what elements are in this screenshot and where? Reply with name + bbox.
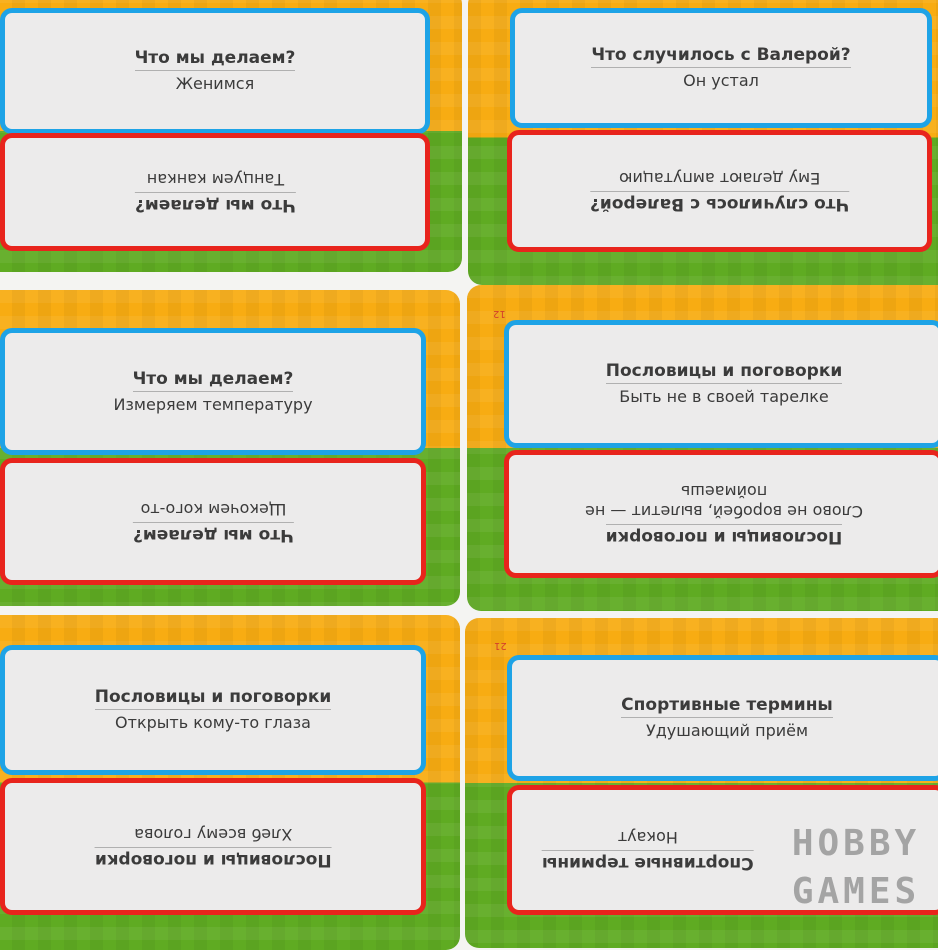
card-number: 12	[493, 308, 506, 319]
card-bottom-panel-upside-down: Что мы делаем? Танцуем канкан	[0, 133, 430, 251]
card-phrase: Нокаут	[617, 828, 678, 847]
card-category: Что мы делаем?	[132, 521, 294, 545]
card-category: Что мы делаем?	[134, 48, 296, 71]
card-bottom-panel-upside-down: Что мы делаем? Щекочем кого-то	[0, 458, 426, 585]
card-top-panel: Что мы делаем? Женимся	[0, 8, 430, 134]
card-top-panel: Пословицы и поговорки Открыть кому-то гла…	[0, 645, 426, 775]
card-phrase: Быть не в своей тарелке	[619, 387, 829, 406]
card-bottom-panel-upside-down: Что случилось с Валерой? Ему делают ампут…	[507, 130, 932, 252]
card-phrase: Танцуем канкан	[146, 170, 284, 189]
card-category: Спортивные термины	[621, 695, 833, 718]
card-phrase: Открыть кому-то глаза	[115, 713, 311, 732]
watermark-line2: GAMES	[791, 871, 921, 912]
card-category: Что случилось с Валерой?	[589, 191, 850, 214]
watermark-line1: HOBBY	[791, 823, 921, 864]
card-top-panel: Пословицы и поговорки Быть не в своей тар…	[504, 320, 938, 448]
card-bottom-panel-upside-down: Пословицы и поговорки Слово не воробей, в…	[504, 450, 938, 578]
card-phrase: Слово не воробей, вылетит — не поймаешь	[585, 482, 863, 521]
card-phrase: Ему делают ампутацию	[618, 169, 821, 188]
card-number: 21	[494, 640, 507, 651]
card-top-panel: Что случилось с Валерой? Он устал	[510, 8, 932, 128]
card-top-panel: Спортивные термины Удушающий приём	[507, 655, 938, 781]
card-category: Пословицы и поговорки	[605, 361, 843, 384]
card-phrase: Женимся	[175, 74, 255, 93]
hobby-games-watermark-logo: HOBBY GAMES	[778, 820, 934, 916]
card-category: Что случилось с Валерой?	[591, 45, 851, 68]
card-category: Пословицы и поговорки	[94, 687, 332, 710]
card-phrase: Измеряем температуру	[113, 394, 313, 414]
card-category: Пословицы и поговорки	[605, 524, 843, 547]
card-top-panel: Что мы делаем? Измеряем температуру	[0, 328, 426, 455]
card-bottom-panel-upside-down: Пословицы и поговорки Хлеб всему голова	[0, 778, 426, 915]
card-phrase: Хлеб всему голова	[133, 824, 293, 844]
card-category: Спортивные термины	[542, 850, 754, 873]
card-bottom-panel-upside-down: Спортивные термины Нокаут	[507, 785, 938, 915]
card-category: Что мы делаем?	[132, 369, 294, 392]
card-category: Пословицы и поговорки	[94, 846, 332, 870]
card-phrase: Удушающий приём	[645, 721, 809, 740]
card-phrase: Он устал	[683, 71, 759, 90]
card-category: Что мы делаем?	[134, 192, 296, 215]
card-phrase: Щекочем кого-то	[140, 499, 286, 519]
